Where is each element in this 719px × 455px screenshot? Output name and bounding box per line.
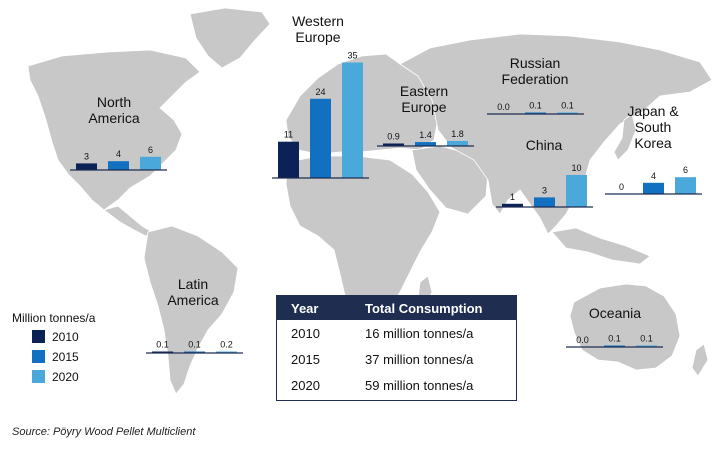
region-label-eastern-europe: Eastern Europe	[400, 83, 448, 115]
value-label-north-america-2015: 4	[116, 149, 121, 159]
value-label-latin-america-2010: 0.1	[156, 340, 169, 350]
legend-swatch-2010	[32, 330, 45, 343]
value-label-oceania-2010: 0.0	[576, 335, 589, 345]
value-label-latin-america-2020: 0.2	[220, 340, 233, 350]
bar-western-europe-2010	[278, 141, 299, 178]
region-group-western-europe: Western Europe 11 24 35	[272, 13, 369, 179]
value-label-china-2010: 1	[510, 192, 515, 202]
value-label-western-europe-2015: 24	[315, 87, 325, 97]
region-label-japan-south-korea: Japan & South Korea	[627, 103, 679, 151]
summary-table-header-row: Year Total Consumption	[277, 296, 516, 320]
value-label-oceania-2020: 0.1	[640, 334, 653, 344]
bar-eastern-europe-2020	[447, 140, 468, 146]
north-america-shape	[27, 49, 201, 211]
bar-japan-south-korea-2015	[643, 182, 664, 194]
value-label-japan-south-korea-2020: 6	[683, 165, 688, 175]
region-label-oceania: Oceania	[589, 305, 641, 321]
bar-latin-america-2015	[184, 351, 205, 353]
region-label-china: China	[526, 137, 563, 153]
bar-china-2010	[502, 203, 523, 207]
region-label-western-europe: Western Europe	[292, 13, 344, 45]
value-label-western-europe-2020: 35	[347, 51, 357, 61]
chart-marks: North America 3 4 6 Western Europe 11 24 35 Easter…	[70, 13, 702, 354]
legend-swatch-2020	[32, 370, 45, 383]
summary-table: Year Total Consumption 2010 16 million t…	[276, 295, 517, 401]
bar-china-2015	[534, 197, 555, 207]
value-label-western-europe-2010: 11	[284, 130, 293, 140]
south-america-shape	[143, 225, 239, 395]
value-label-oceania-2015: 0.1	[608, 334, 621, 344]
central-america-shape	[103, 205, 153, 237]
value-label-latin-america-2015: 0.1	[188, 340, 201, 350]
value-label-north-america-2010: 3	[84, 151, 89, 161]
bar-latin-america-2010	[152, 351, 173, 353]
bar-eastern-europe-2015	[415, 142, 436, 146]
source-note: Source: Pöyry Wood Pellet Multiclient	[12, 426, 196, 438]
legend: Million tonnes/a 2010 2015 2020	[12, 311, 96, 384]
australia-shape	[569, 283, 681, 371]
region-label-russian-federation: Russian Federation	[502, 55, 569, 87]
bar-western-europe-2020	[342, 62, 363, 178]
region-group-china: China 1 3 10	[496, 137, 593, 208]
summary-cell-consumption: 59 million tonnes/a	[365, 377, 474, 393]
value-label-north-america-2020: 6	[148, 145, 153, 155]
region-group-oceania: Oceania 0.0 0.1 0.1	[566, 305, 663, 348]
bar-north-america-2020	[140, 156, 161, 170]
southeast-asia-shape	[551, 227, 651, 265]
value-label-russian-federation-2020: 0.1	[561, 101, 574, 111]
summary-table-grid: Year Total Consumption 2010 16 million t…	[277, 296, 516, 398]
summary-table-row: 2015 37 million tonnes/a	[277, 346, 516, 372]
bar-oceania-2015	[604, 345, 625, 347]
summary-header-consumption: Total Consumption	[357, 296, 516, 320]
bar-western-europe-2015	[310, 98, 331, 178]
value-label-eastern-europe-2010: 0.9	[387, 131, 400, 141]
value-label-russian-federation-2015: 0.1	[529, 101, 542, 111]
bar-eastern-europe-2010	[383, 143, 404, 146]
region-group-north-america: North America 3 4 6	[70, 94, 167, 171]
new-zealand-shape	[691, 343, 709, 377]
bar-oceania-2020	[636, 345, 657, 347]
legend-label-2010: 2010	[52, 330, 79, 344]
summary-cell-year: 2015	[291, 351, 320, 367]
region-label-latin-america: Latin America	[167, 276, 219, 308]
bar-north-america-2010	[76, 163, 97, 170]
region-label-north-america: North America	[88, 94, 140, 126]
legend-label-2020: 2020	[52, 370, 79, 384]
value-label-japan-south-korea-2010: 0	[619, 182, 624, 192]
value-label-russian-federation-2010: 0.0	[497, 102, 510, 112]
summary-table-row: 2020 59 million tonnes/a	[277, 372, 516, 398]
value-label-eastern-europe-2020: 1.8	[451, 129, 464, 139]
bar-japan-south-korea-2020	[675, 177, 696, 194]
region-group-latin-america: Latin America 0.1 0.1 0.2	[146, 276, 243, 354]
bar-latin-america-2020	[216, 351, 237, 353]
region-group-eastern-europe: Eastern Europe 0.9 1.4 1.8	[377, 83, 474, 147]
region-group-japan-south-korea: Japan & South Korea 0 4 6	[605, 103, 702, 195]
value-label-eastern-europe-2015: 1.4	[419, 130, 432, 140]
summary-header-year: Year	[277, 296, 357, 320]
summary-cell-consumption: 37 million tonnes/a	[365, 351, 474, 367]
region-group-russian-federation: Russian Federation 0.0 0.1 0.1	[487, 55, 584, 115]
legend-title: Million tonnes/a	[12, 311, 96, 325]
summary-cell-consumption: 16 million tonnes/a	[365, 325, 474, 341]
bar-russian-federation-2020	[557, 112, 578, 114]
bar-russian-federation-2015	[525, 112, 546, 114]
legend-label-2015: 2015	[52, 350, 79, 364]
summary-cell-year: 2020	[291, 377, 320, 393]
bar-north-america-2015	[108, 161, 129, 170]
bar-china-2020	[566, 175, 587, 207]
summary-table-row: 2010 16 million tonnes/a	[277, 320, 516, 346]
value-label-china-2015: 3	[542, 185, 547, 195]
japan-shape	[613, 113, 637, 161]
value-label-china-2020: 10	[571, 163, 581, 173]
value-label-japan-south-korea-2015: 4	[651, 171, 656, 181]
legend-swatch-2015	[32, 350, 45, 363]
summary-cell-year: 2010	[291, 325, 320, 341]
greenland-shape	[189, 7, 271, 69]
